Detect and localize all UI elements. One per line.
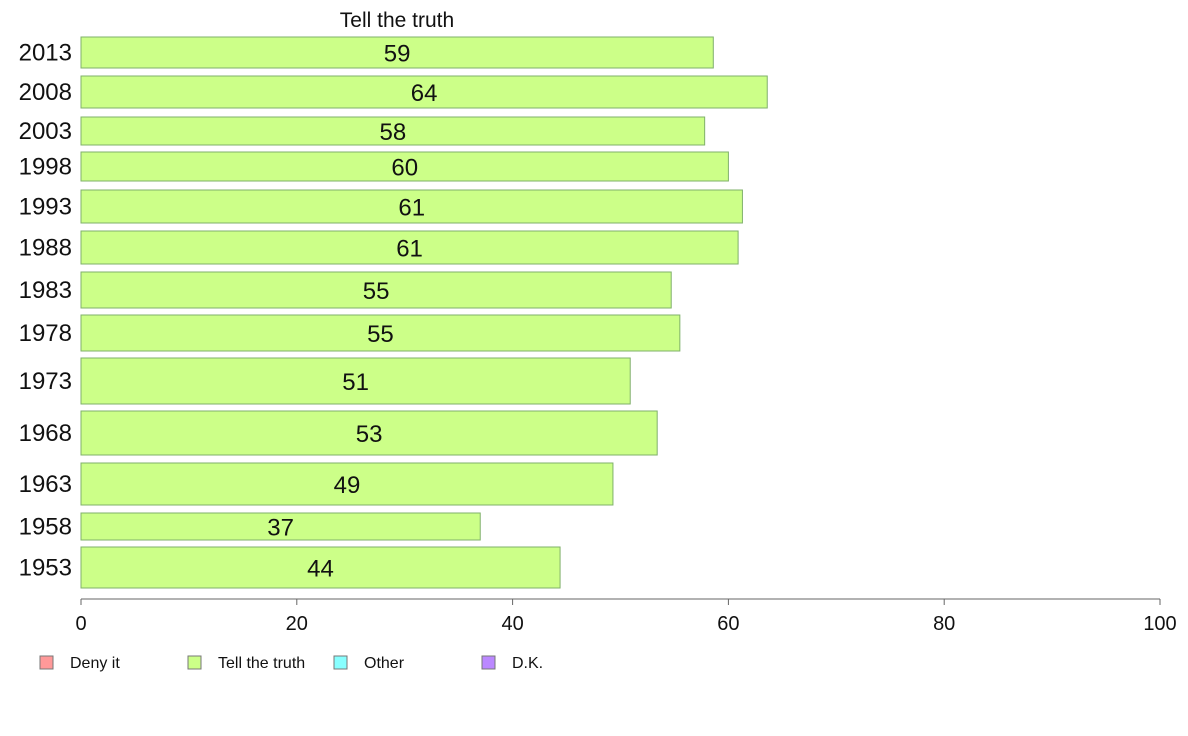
bar-1973 [80, 357, 631, 405]
bar-value-label-1958: 37 [267, 515, 294, 542]
bars-group [80, 36, 768, 589]
legend-label-1: Deny it [70, 655, 120, 672]
bar-value-label-1963: 49 [334, 472, 361, 499]
bar-value-label-1988: 61 [396, 236, 423, 263]
category-label-2013: 2013 [19, 40, 72, 67]
category-label-1988: 1988 [19, 235, 72, 262]
legend: Deny it Tell the truth Other D.K. [39, 655, 543, 672]
category-label-1963: 1963 [19, 471, 72, 498]
bar-value-label-2013: 59 [384, 41, 411, 68]
legend-swatch-2 [187, 655, 202, 670]
bar-1978 [80, 314, 681, 352]
bar-value-label-2008: 64 [411, 80, 438, 107]
x-tick-label-80: 80 [933, 613, 955, 635]
bar-2003 [80, 116, 706, 146]
bar-value-label-1978: 55 [367, 321, 394, 348]
category-label-2003: 2003 [19, 118, 72, 145]
legend-swatch-1 [39, 655, 54, 670]
x-tick-label-0: 0 [75, 613, 86, 635]
legend-label-4: D.K. [512, 655, 543, 672]
chart-title: Tell the truth [340, 9, 454, 32]
bar-2008 [80, 75, 768, 109]
bar-1968 [80, 410, 658, 456]
bar-value-label-1983: 55 [363, 278, 390, 305]
bar-1998 [80, 151, 729, 182]
legend-swatch-3 [333, 655, 348, 670]
x-tick-label-100: 100 [1143, 613, 1176, 635]
category-label-2008: 2008 [19, 79, 72, 106]
x-tick-label-20: 20 [286, 613, 308, 635]
bar-value-label-2003: 58 [379, 119, 406, 146]
x-tick-label-40: 40 [501, 613, 523, 635]
legend-swatch-4 [481, 655, 496, 670]
bar-1958 [80, 512, 481, 541]
category-label-1953: 1953 [19, 555, 72, 582]
year-labels-group: 2013 2008 2003 1998 1993 1988 1983 1978 1973 1968… [19, 40, 72, 582]
bar-1953 [80, 546, 561, 589]
legend-label-2: Tell the truth [218, 655, 305, 672]
category-label-1973: 1973 [19, 368, 72, 395]
bar-value-label-1953: 44 [307, 556, 334, 583]
bar-value-label-1993: 61 [398, 195, 425, 222]
bar-2013 [80, 36, 714, 69]
legend-label-3: Other [364, 655, 405, 672]
bar-value-label-1968: 53 [356, 421, 383, 448]
category-label-1968: 1968 [19, 420, 72, 447]
category-label-1993: 1993 [19, 194, 72, 221]
bar-1988 [80, 230, 739, 265]
bar-value-label-1998: 60 [391, 155, 418, 182]
x-axis: 0 20 40 60 80 100 [75, 598, 1177, 635]
bar-1983 [80, 271, 672, 309]
category-label-1983: 1983 [19, 277, 72, 304]
category-label-1998: 1998 [19, 154, 72, 181]
x-tick-label-60: 60 [717, 613, 739, 635]
category-label-1978: 1978 [19, 320, 72, 347]
bar-1993 [80, 189, 743, 224]
bar-1963 [80, 462, 614, 506]
bar-value-label-1973: 51 [342, 369, 369, 396]
category-label-1958: 1958 [19, 514, 72, 541]
